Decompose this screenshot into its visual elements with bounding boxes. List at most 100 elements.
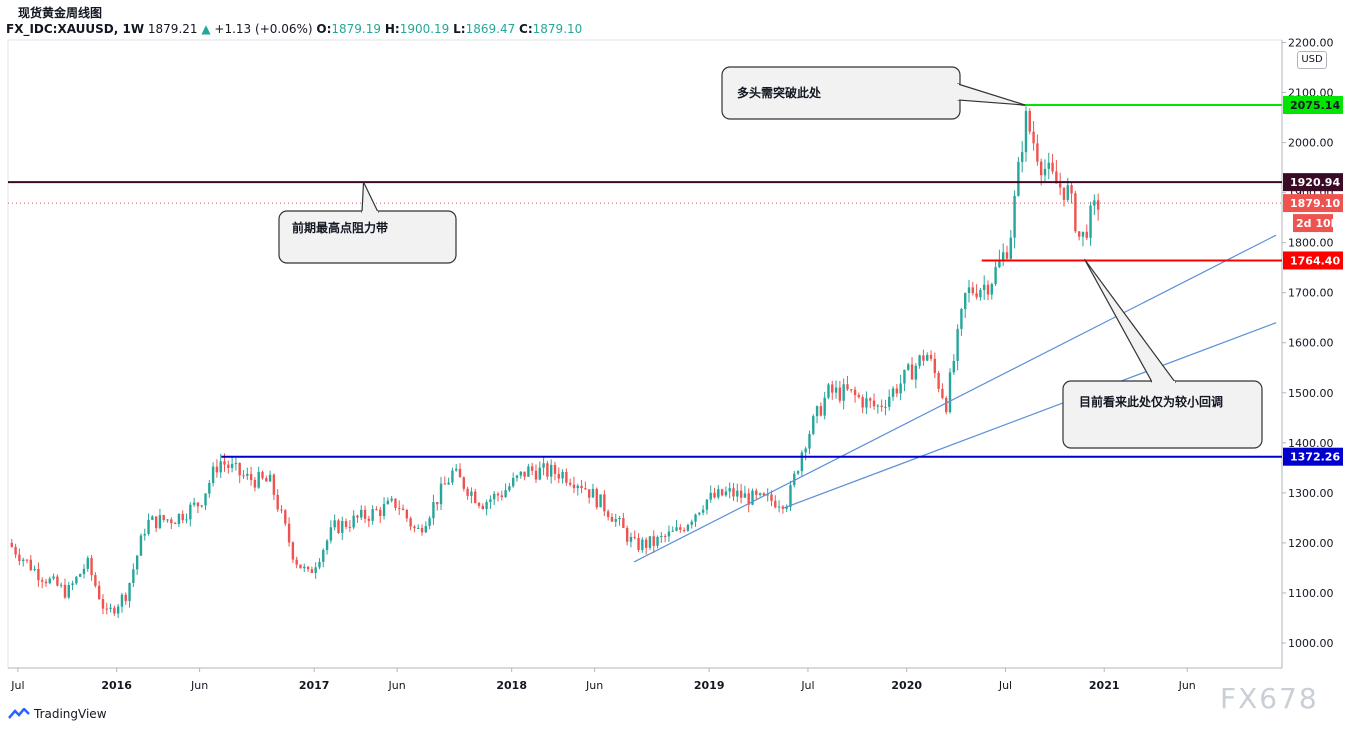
currency-badge[interactable]: USD	[1297, 51, 1327, 69]
candle-body	[903, 369, 906, 384]
candle-body	[728, 488, 731, 492]
candle-body	[743, 493, 747, 498]
y-tick-label: 1300.00	[1288, 487, 1334, 500]
candle-body	[116, 606, 120, 614]
x-tick-label: 2017	[299, 679, 330, 692]
candle-body	[872, 400, 876, 407]
candle-body	[1039, 161, 1043, 176]
candle-body	[815, 406, 819, 417]
countdown-label: 2d 10h	[1296, 217, 1339, 230]
watermark: FX678	[1220, 682, 1319, 715]
candle-body	[922, 355, 925, 361]
candle-body	[986, 284, 990, 295]
candle-body	[762, 493, 766, 496]
candle-body	[234, 462, 238, 464]
candle-body	[322, 550, 325, 562]
level-price-tag	[1283, 447, 1343, 466]
candle-body	[1009, 237, 1012, 259]
low-label: L:	[453, 22, 466, 36]
candle-body	[591, 488, 595, 498]
candle-body	[401, 508, 405, 510]
candle-body	[413, 526, 416, 529]
candle-body	[386, 500, 390, 505]
candle-body	[200, 505, 203, 507]
candle-body	[94, 575, 97, 586]
chart-title: 现货黄金周线图	[18, 6, 103, 20]
candle-body	[219, 461, 222, 473]
candle-body	[59, 584, 63, 586]
candle-body	[1077, 231, 1081, 237]
candle-body	[44, 581, 48, 584]
high-label: H:	[384, 22, 400, 36]
candle-body	[78, 574, 82, 577]
candle-body	[29, 559, 32, 571]
candle-body	[1024, 110, 1028, 153]
candle-body	[280, 509, 283, 511]
candle-body	[781, 506, 785, 509]
candle-body	[500, 495, 503, 498]
candle-body	[812, 416, 815, 434]
candle-body	[204, 493, 207, 506]
candle-body	[75, 576, 78, 584]
candle-body	[603, 494, 606, 512]
candle-body	[458, 468, 462, 478]
candle-body	[25, 559, 29, 561]
candle-body	[546, 463, 549, 477]
candle-body	[192, 502, 196, 505]
candle-body	[652, 536, 655, 546]
candle-body	[139, 535, 143, 556]
symbol-label[interactable]: FX_IDC:XAUUSD, 1W	[6, 22, 145, 36]
y-tick-label: 2200.00	[1288, 37, 1334, 50]
candle-body	[173, 523, 177, 525]
x-tick-label: Jun	[388, 679, 406, 692]
candle-body	[519, 471, 522, 476]
candle-body	[842, 384, 845, 401]
candle-body	[1020, 152, 1024, 162]
level-price-tag	[1283, 173, 1343, 192]
candle-body	[967, 287, 971, 294]
candle-body	[420, 527, 424, 533]
y-tick-label: 1500.00	[1288, 387, 1334, 400]
tradingview-brand[interactable]: TradingView	[8, 707, 107, 721]
candle-body	[580, 485, 583, 489]
candle-body	[876, 405, 880, 407]
candle-body	[287, 523, 291, 543]
candle-body	[709, 492, 712, 500]
candle-body	[800, 452, 804, 472]
candle-body	[348, 526, 352, 528]
candle-body	[1055, 171, 1058, 184]
candle-body	[272, 474, 276, 495]
candle-body	[907, 364, 910, 370]
candle-body	[63, 584, 67, 598]
candle-body	[344, 521, 348, 527]
candle-body	[211, 466, 215, 483]
y-tick-label: 1400.00	[1288, 437, 1334, 450]
candle-body	[367, 518, 371, 521]
candle-body	[360, 509, 363, 518]
candle-body	[10, 542, 13, 547]
low-value: 1869.47	[465, 22, 516, 36]
x-tick-label: Jun	[585, 679, 603, 692]
candle-body	[724, 491, 728, 496]
candle-body	[48, 578, 51, 584]
candle-body	[318, 561, 321, 568]
candle-body	[777, 506, 781, 508]
price-change: +1.13 (+0.06%)	[214, 22, 313, 36]
candle-body	[1085, 231, 1088, 238]
candle-body	[622, 518, 625, 528]
candle-body	[599, 494, 602, 508]
candle-body	[105, 608, 108, 610]
candle-body	[33, 568, 36, 571]
candle-body	[276, 494, 279, 510]
candle-body	[249, 473, 253, 481]
candle-body	[67, 585, 70, 598]
x-tick-label: 2020	[891, 679, 922, 692]
callout-box	[1062, 380, 1263, 449]
trendline	[784, 322, 1277, 509]
trendline	[633, 234, 1277, 563]
candle-body	[1043, 168, 1047, 176]
candle-body	[899, 383, 902, 394]
candle-body	[493, 493, 496, 500]
candle-body	[398, 507, 401, 509]
